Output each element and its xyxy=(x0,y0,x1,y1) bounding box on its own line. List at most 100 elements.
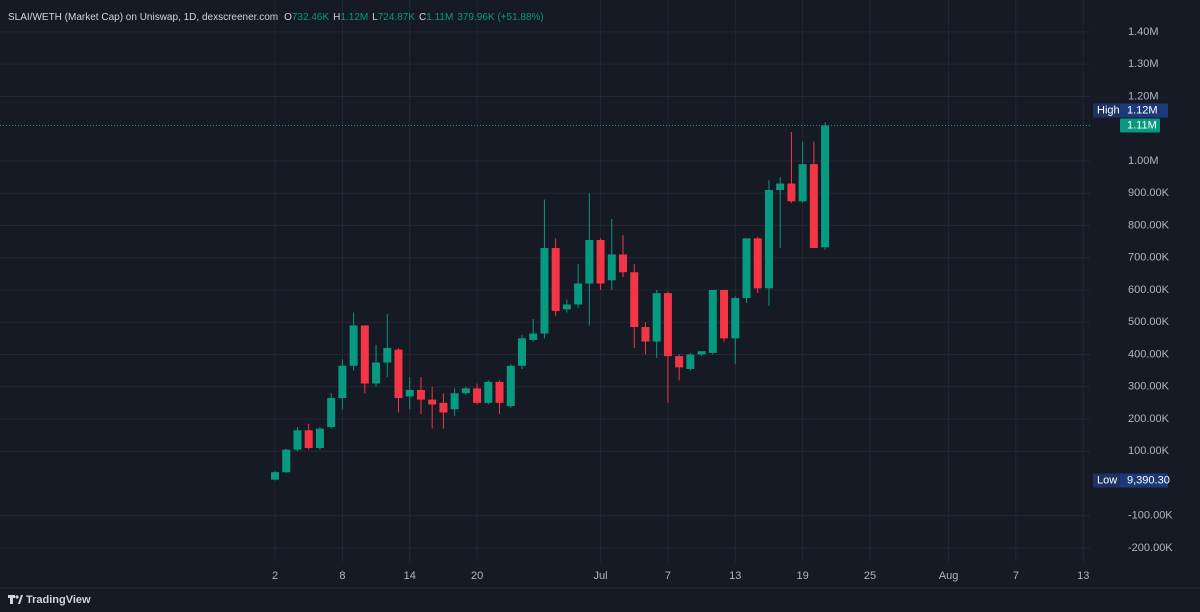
x-tick-label: 8 xyxy=(339,570,345,582)
y-tick-label: 300.00K xyxy=(1128,381,1170,393)
candle-body xyxy=(562,304,571,310)
x-tick-label: Aug xyxy=(939,570,959,582)
price-marker-value: 9,390.30 xyxy=(1127,474,1170,486)
last-price-label: 1.11M xyxy=(1127,119,1157,131)
price-marker-value-box xyxy=(1120,103,1168,118)
y-tick-label: 1.20M xyxy=(1128,90,1159,102)
candle-body xyxy=(731,298,740,339)
candle-body xyxy=(821,125,830,248)
candle-body xyxy=(495,381,504,403)
candle-body xyxy=(372,362,381,384)
candle-body xyxy=(787,183,796,202)
candle-body xyxy=(641,327,650,342)
x-tick-label: 19 xyxy=(797,570,809,582)
legend-value: 1.11M xyxy=(426,12,453,23)
legend-value: 724.87K xyxy=(378,12,416,23)
price-marker-value: 1.12M xyxy=(1127,104,1158,116)
candle-body xyxy=(383,348,392,363)
x-tick-label: 2 xyxy=(272,570,278,582)
candle-body xyxy=(798,164,807,202)
candle-body xyxy=(585,239,594,284)
y-tick-label: 600.00K xyxy=(1128,284,1170,296)
x-tick-label: 7 xyxy=(665,570,671,582)
y-tick-label: 200.00K xyxy=(1128,413,1170,425)
candle-body xyxy=(630,272,639,328)
last-price-box xyxy=(1120,118,1160,133)
candle-body xyxy=(663,293,672,357)
candle-body xyxy=(428,399,437,405)
candle-body xyxy=(450,393,459,410)
y-tick-label: 500.00K xyxy=(1128,316,1170,328)
x-tick-label: 7 xyxy=(1013,570,1019,582)
candle-body xyxy=(349,325,358,366)
candle-body xyxy=(708,289,717,353)
price-marker-key: Low xyxy=(1097,474,1117,486)
x-tick-label: 13 xyxy=(1077,570,1089,582)
header: SLAI/WETH (Market Cap) on Uniswap, 1D, d… xyxy=(8,12,544,23)
candle-body xyxy=(697,351,706,355)
candle-body xyxy=(282,449,291,473)
y-tick-label: 800.00K xyxy=(1128,219,1170,231)
candle-body xyxy=(551,248,560,311)
candle-body xyxy=(607,254,616,281)
y-tick-label: -200.00K xyxy=(1128,542,1173,554)
candle-body xyxy=(596,239,605,284)
x-tick-label: 25 xyxy=(864,570,876,582)
candle-body xyxy=(764,189,773,289)
candle-body xyxy=(675,356,684,368)
candle-body xyxy=(461,388,470,394)
x-tick-label: 13 xyxy=(729,570,741,582)
grid xyxy=(0,0,1090,562)
y-tick-label: 100.00K xyxy=(1128,445,1170,457)
y-tick-label: 1.40M xyxy=(1128,26,1159,38)
price-marker-value-box xyxy=(1120,473,1168,488)
legend-value: 732.46K xyxy=(292,12,330,23)
candle-body xyxy=(304,430,313,449)
candle-body xyxy=(416,389,425,400)
candle-body xyxy=(574,283,583,305)
price-marker-key: High xyxy=(1097,104,1120,116)
candle-body xyxy=(484,381,493,403)
brand: TradingView xyxy=(26,594,91,606)
candle-body xyxy=(338,365,347,399)
candle-body xyxy=(619,254,628,273)
x-tick-label: 14 xyxy=(404,570,416,582)
candle-body xyxy=(405,389,414,397)
candle-body xyxy=(506,365,515,407)
candle-body xyxy=(394,349,403,399)
brand-logo xyxy=(8,595,23,604)
candle-body xyxy=(439,402,448,413)
y-tick-label: 400.00K xyxy=(1128,348,1170,360)
y-tick-label: -100.00K xyxy=(1128,510,1173,522)
candle-body xyxy=(517,338,526,366)
candle-body xyxy=(327,398,336,428)
candle-body xyxy=(473,388,482,403)
legend-value: 1.12M xyxy=(340,12,368,23)
legend-change: 379.96K (+51.88%) xyxy=(457,12,543,23)
y-tick-label: 700.00K xyxy=(1128,252,1170,264)
legend-key: L xyxy=(372,12,378,23)
legend-key: H xyxy=(333,12,340,23)
candle-body xyxy=(360,325,369,384)
symbol: SLAI/WETH (Market Cap) on Uniswap, 1D, d… xyxy=(8,12,278,23)
y-tick-label: 900.00K xyxy=(1128,187,1170,199)
candle-body xyxy=(809,164,818,249)
candle-body xyxy=(271,472,280,480)
candle-body xyxy=(776,183,785,190)
x-tick-label: Jul xyxy=(594,570,608,582)
legend-key: O xyxy=(284,12,292,23)
legend-key: C xyxy=(419,12,426,23)
candle-body xyxy=(753,238,762,289)
candle-body xyxy=(652,293,661,342)
x-tick-label: 20 xyxy=(471,570,483,582)
candle-body xyxy=(293,430,302,450)
candle-body xyxy=(315,428,324,449)
y-tick-label: 1.00M xyxy=(1128,155,1159,167)
candle-body xyxy=(529,333,538,340)
candle-body xyxy=(742,238,751,299)
candles xyxy=(271,122,830,481)
y-tick-label: 1.30M xyxy=(1128,58,1159,70)
